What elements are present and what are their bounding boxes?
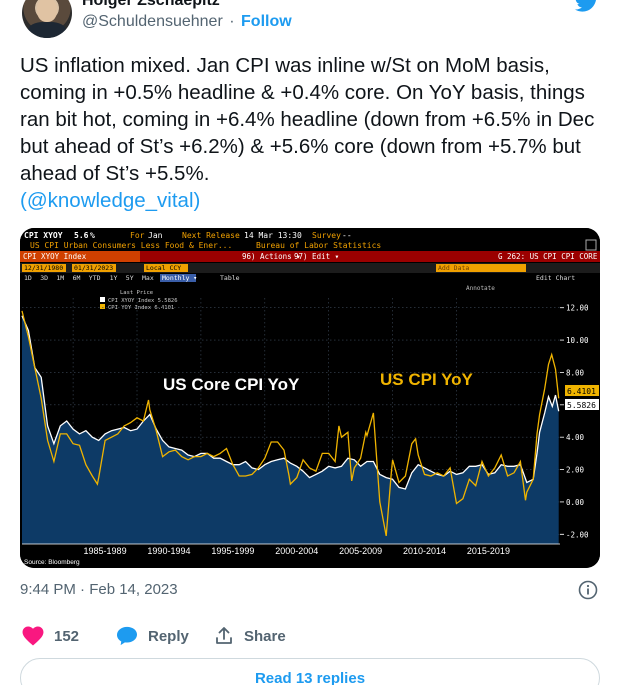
heart-icon xyxy=(22,626,44,646)
legend-swatch-1 xyxy=(100,304,105,309)
headline-last-value: 6.4101 xyxy=(567,387,596,396)
currency-select[interactable]: Local CCY xyxy=(146,264,181,272)
period-button-ytd[interactable]: YTD xyxy=(89,274,101,282)
mention-paren-close: ) xyxy=(193,189,201,212)
read-replies-button[interactable]: Read 13 replies xyxy=(20,658,600,685)
period-button-1d[interactable]: 1D xyxy=(24,274,32,282)
period-button-1m[interactable]: 1M xyxy=(56,274,64,282)
tweet-body: US inflation mixed. Jan CPI was inline w… xyxy=(20,54,595,185)
annotation-cpi: US CPI YoY xyxy=(380,370,474,389)
x-tick-label-4: 2005-2009 xyxy=(339,546,382,556)
tweet-text: US inflation mixed. Jan CPI was inline w… xyxy=(20,52,610,214)
date-from[interactable]: 12/31/1980 xyxy=(24,264,63,272)
chart-source: Source: Bloomberg xyxy=(24,559,80,566)
author-handle[interactable]: @Schuldensuehner xyxy=(82,13,223,30)
y-tick-label-7: -2.00 xyxy=(566,530,589,539)
survey-label: Survey xyxy=(312,231,341,240)
headline-cpi-line xyxy=(21,310,560,537)
core-last-value: 5.5826 xyxy=(567,401,596,410)
x-tick-label-3: 2000-2004 xyxy=(275,546,318,556)
like-count: 152 xyxy=(54,627,80,645)
ticker: CPI XYOY xyxy=(24,231,63,240)
y-tick-label-4: 4.00 xyxy=(566,433,585,442)
share-label: Share xyxy=(244,627,286,645)
avatar[interactable] xyxy=(22,0,72,38)
y-tick-label-6: 0.00 xyxy=(566,498,585,507)
legend-swatch-0 xyxy=(100,297,105,302)
actions-menu[interactable]: 96) Actions ▾ xyxy=(242,252,301,261)
headline-last-tag xyxy=(565,385,599,396)
twitter-bird-icon[interactable] xyxy=(574,0,600,12)
share-upload-icon xyxy=(216,627,232,644)
period-buttons: 1D 3D 1M 6M YTD 1Y 5Y Max xyxy=(24,274,154,282)
core-last-tag xyxy=(565,399,599,410)
series-description: US CPI Urban Consumers Less Food & Ener.… xyxy=(30,241,232,250)
x-tick-label-0: 1985-1989 xyxy=(84,546,127,556)
mention-link[interactable]: @knowledge_vital xyxy=(26,189,194,212)
info-icon[interactable] xyxy=(578,580,598,600)
edit-chart-button[interactable]: Edit Chart xyxy=(536,274,575,282)
index-name: CPI XYOY Index xyxy=(23,252,87,261)
x-tick-label-1: 1990-1994 xyxy=(147,546,190,556)
survey-value: -- xyxy=(342,231,352,240)
like-button[interactable]: 152 xyxy=(22,624,79,648)
next-release-value: 14 Mar 13:30 xyxy=(244,231,302,240)
add-data-field[interactable] xyxy=(436,264,526,272)
page-code: G 262: US CPI CPI CORE xyxy=(498,252,598,261)
tweet-actions: 152 Reply Share xyxy=(20,624,600,648)
reply-bubble-icon xyxy=(117,626,137,646)
y-tick-label-0: 12.00 xyxy=(566,304,589,313)
period-button-1y[interactable]: 1Y xyxy=(110,274,118,282)
x-tick-label-5: 2010-2014 xyxy=(403,546,446,556)
author-display-name[interactable]: Holger Zschaepitz xyxy=(82,0,220,9)
popout-icon[interactable] xyxy=(585,239,597,251)
add-data-label: Add Data xyxy=(438,264,469,272)
ticker-unit: % xyxy=(90,231,95,240)
period-button-max[interactable]: Max xyxy=(142,274,154,282)
legend-title: Last Price xyxy=(120,290,153,296)
source-description: Bureau of Labor Statistics xyxy=(256,241,381,250)
table-button[interactable]: Table xyxy=(220,274,240,282)
y-tick-label-2: 8.00 xyxy=(566,368,585,377)
x-axis: 1985-1989 1990-1994 1995-1999 2000-2004 2005… xyxy=(22,543,560,556)
terminal-header: CPI XYOY 5.6 % For Jan Next Release 14 M… xyxy=(24,231,381,250)
frequency-select[interactable]: Monthly ▾ xyxy=(162,274,197,282)
separator-dot: · xyxy=(229,13,235,30)
reply-button[interactable]: Reply xyxy=(116,624,189,648)
for-label: For xyxy=(130,231,145,240)
date-to[interactable]: 01/31/2023 xyxy=(74,264,113,272)
period-button-3d[interactable]: 3D xyxy=(40,274,48,282)
period-button-5y[interactable]: 5Y xyxy=(126,274,134,282)
legend-item-1: CPI YOY Index 6.4101 xyxy=(108,305,174,311)
tweet-timestamp[interactable]: 9:44 PM · Feb 14, 2023 xyxy=(20,581,178,598)
annotation-core-cpi: US Core CPI YoY xyxy=(163,375,300,394)
period-button-6m[interactable]: 6M xyxy=(73,274,81,282)
annotate-button[interactable]: Annotate xyxy=(466,285,495,292)
y-tick-label-1: 10.00 xyxy=(566,336,589,345)
core-cpi-area xyxy=(22,315,559,544)
next-release-label: Next Release xyxy=(182,231,240,240)
chart-image[interactable]: CPI XYOY 5.6 % For Jan Next Release 14 M… xyxy=(20,228,600,568)
edit-menu[interactable]: 97) Edit ▾ xyxy=(294,252,339,261)
x-tick-label-6: 2015-2019 xyxy=(467,546,510,556)
x-tick-label-2: 1995-1999 xyxy=(211,546,254,556)
handle-row: @Schuldensuehner · Follow xyxy=(82,13,292,31)
reply-label: Reply xyxy=(148,627,189,645)
mention-paren-open: ( xyxy=(20,189,27,212)
legend-item-0: CPI XYOY Index 5.5826 xyxy=(108,298,178,304)
ticker-value: 5.6 xyxy=(74,231,89,240)
follow-button[interactable]: Follow xyxy=(241,13,292,30)
for-value: Jan xyxy=(148,231,163,240)
y-tick-label-5: 2.00 xyxy=(566,466,585,475)
share-button[interactable]: Share xyxy=(214,624,286,648)
tweet-header: Holger Zschaepitz @Schuldensuehner · Fol… xyxy=(0,0,620,40)
